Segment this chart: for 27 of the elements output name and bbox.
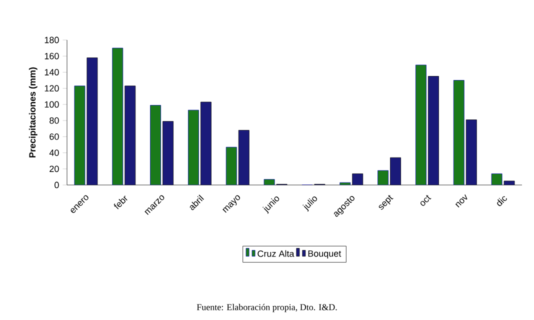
bar	[416, 64, 426, 185]
bar	[226, 146, 237, 185]
x-tick-label: nov	[455, 194, 468, 208]
bar	[150, 105, 161, 185]
bar	[74, 86, 86, 185]
y-tick-label: 40	[49, 150, 59, 156]
y-tick-label: 180	[44, 36, 59, 44]
x-tick-label: febr	[114, 196, 128, 210]
x-tick-label: oct	[420, 194, 432, 206]
y-tick-label: 0	[54, 182, 59, 188]
source-note: Fuente: Elaboración propia, Dto. I&D.	[196, 304, 337, 312]
x-tick-label: julio	[302, 196, 318, 212]
y-tick-label: 80	[50, 117, 59, 124]
bar	[453, 80, 464, 185]
bar	[188, 110, 199, 185]
y-tick-label: 100	[44, 101, 59, 108]
x-tick-label: dic	[497, 196, 507, 206]
y-tick-label: 140	[44, 69, 59, 76]
legend-label: Cruz Alta	[258, 250, 294, 257]
y-tick-label: 120	[44, 85, 59, 92]
y-axis-title: Precipitaciones (mm)	[28, 67, 38, 158]
y-tick-label: 20	[50, 166, 59, 172]
x-tick-label: sept	[378, 194, 394, 210]
legend-label: Bouquet	[308, 250, 342, 258]
y-tick-label: 160	[44, 52, 59, 60]
y-tick-label: 60	[50, 133, 59, 140]
bar	[112, 48, 124, 185]
